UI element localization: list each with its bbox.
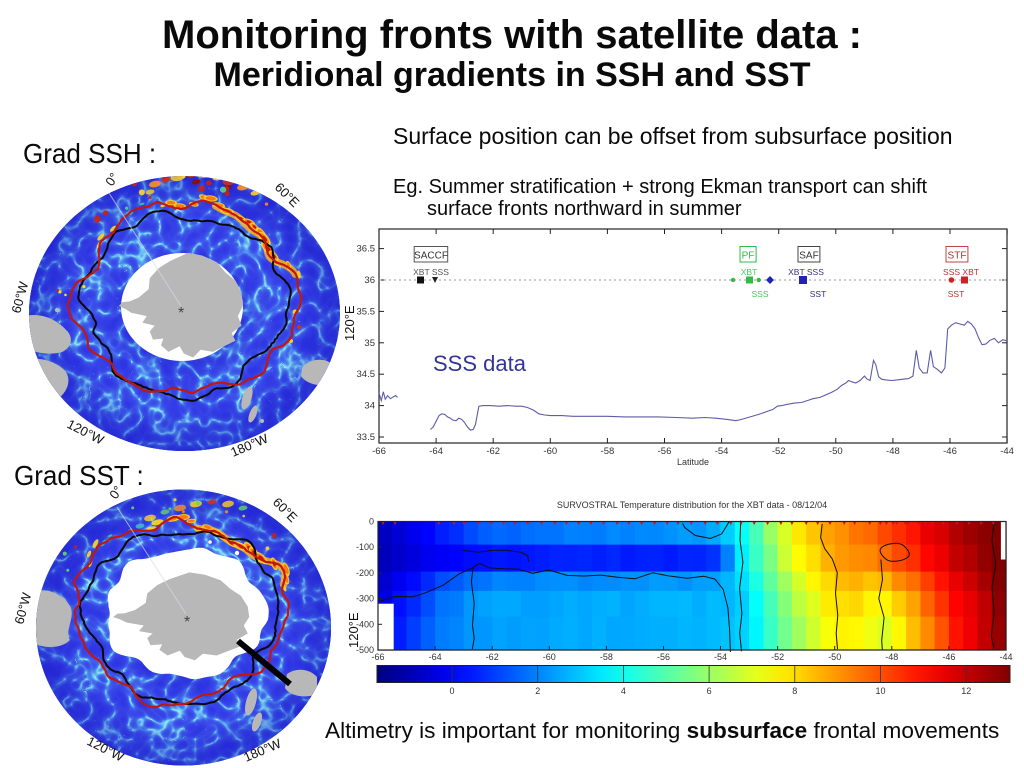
svg-text:SST: SST (810, 289, 827, 299)
svg-text:-48: -48 (885, 652, 898, 662)
svg-text:8: 8 (792, 686, 797, 696)
svg-text:-48: -48 (886, 446, 900, 457)
svg-text:120°E: 120°E (342, 305, 357, 341)
svg-text:33.5: 33.5 (357, 432, 376, 443)
svg-text:35.5: 35.5 (357, 306, 376, 317)
svg-text:10: 10 (875, 686, 885, 696)
svg-text:-66: -66 (371, 652, 384, 662)
svg-text:120°E: 120°E (346, 612, 361, 648)
svg-text:-58: -58 (600, 652, 613, 662)
svg-text:-64: -64 (429, 446, 443, 457)
svg-text:0°: 0° (102, 170, 121, 189)
svg-text:-44: -44 (999, 652, 1012, 662)
svg-text:SSS XBT: SSS XBT (943, 267, 979, 277)
svg-text:-56: -56 (658, 446, 672, 457)
svg-text:34.5: 34.5 (357, 369, 376, 380)
svg-text:0: 0 (449, 686, 454, 696)
svg-text:STF: STF (948, 251, 967, 262)
svg-text:4: 4 (621, 686, 626, 696)
svg-text:-60: -60 (543, 652, 556, 662)
svg-text:-66: -66 (372, 446, 386, 457)
svg-text:*: * (184, 614, 190, 631)
svg-text:SACCF: SACCF (414, 251, 448, 262)
svg-text:-100: -100 (356, 542, 374, 552)
svg-text:-60: -60 (543, 446, 557, 457)
svg-text:-200: -200 (356, 568, 374, 578)
svg-text:-46: -46 (942, 652, 955, 662)
svg-text:-54: -54 (714, 652, 727, 662)
svg-text:-44: -44 (1000, 446, 1014, 457)
svg-text:-56: -56 (657, 652, 670, 662)
svg-text:-64: -64 (429, 652, 442, 662)
svg-text:XBT SSS: XBT SSS (413, 267, 449, 277)
svg-text:-52: -52 (771, 652, 784, 662)
svg-text:35: 35 (364, 338, 375, 349)
svg-text:6: 6 (707, 686, 712, 696)
svg-text:-400: -400 (356, 619, 374, 629)
svg-text:2: 2 (535, 686, 540, 696)
svg-text:Latitude: Latitude (677, 457, 709, 467)
svg-text:60°W: 60°W (8, 279, 31, 314)
svg-text:XBT SSS: XBT SSS (788, 267, 824, 277)
svg-text:*: * (178, 305, 184, 322)
svg-text:-62: -62 (486, 652, 499, 662)
svg-text:0°: 0° (106, 483, 125, 502)
svg-text:-50: -50 (829, 446, 843, 457)
svg-text:36: 36 (364, 275, 375, 286)
svg-text:-58: -58 (601, 446, 615, 457)
svg-text:-50: -50 (828, 652, 841, 662)
svg-text:SSS: SSS (751, 289, 768, 299)
svg-text:XBT: XBT (741, 267, 758, 277)
svg-text:36.5: 36.5 (357, 244, 376, 255)
svg-text:60°W: 60°W (11, 590, 34, 625)
svg-text:SST: SST (948, 289, 965, 299)
svg-text:-46: -46 (943, 446, 957, 457)
svg-text:-62: -62 (486, 446, 500, 457)
svg-text:-300: -300 (356, 594, 374, 604)
svg-text:SAF: SAF (799, 251, 818, 262)
svg-text:0: 0 (369, 517, 374, 527)
svg-text:PF: PF (742, 251, 755, 262)
svg-text:34: 34 (364, 401, 375, 412)
svg-text:-52: -52 (772, 446, 786, 457)
svg-text:-54: -54 (715, 446, 729, 457)
svg-text:12: 12 (961, 686, 971, 696)
svg-text:SSS data: SSS data (433, 351, 527, 376)
svg-text:SURVOSTRAL Temperature distrib: SURVOSTRAL Temperature distribution for … (557, 500, 827, 510)
svg-text:-500: -500 (356, 645, 374, 655)
